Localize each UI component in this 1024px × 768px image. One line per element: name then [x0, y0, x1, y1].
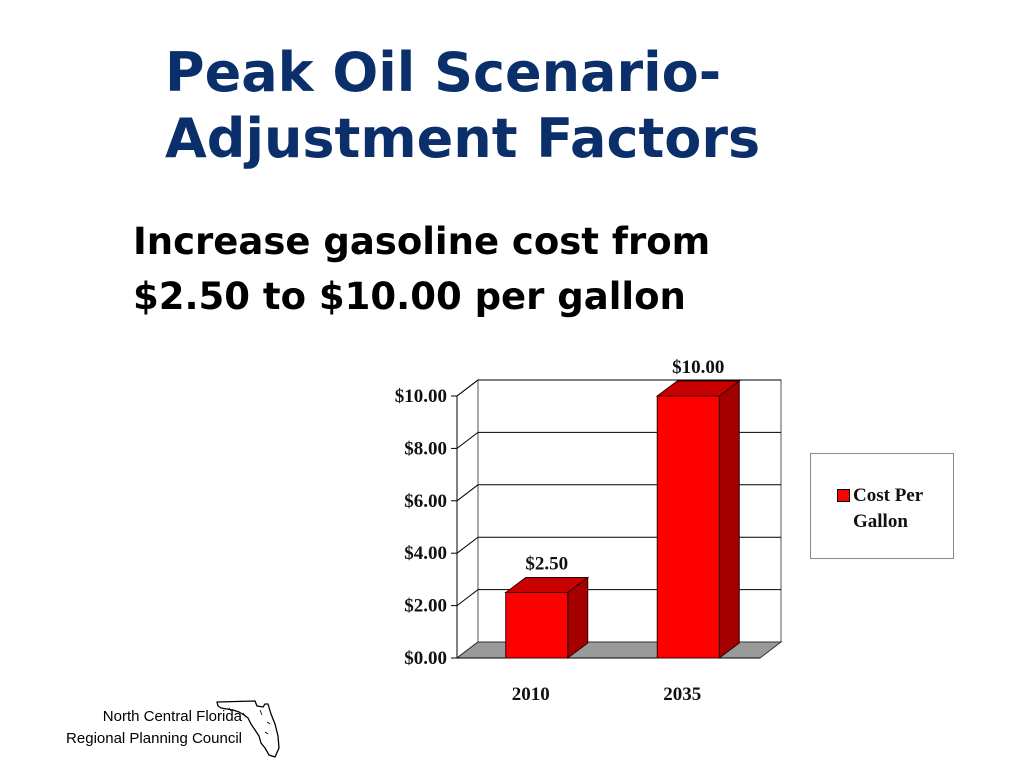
data-label: $2.50: [525, 554, 568, 575]
gridline: [456, 379, 781, 397]
slide-subtitle: Increase gasoline cost from $2.50 to $10…: [133, 214, 953, 324]
x-tick-label: 2035: [663, 684, 701, 705]
bar: [505, 592, 569, 659]
slide-title: Peak Oil Scenario- Adjustment Factors: [165, 40, 985, 172]
subtitle-line-2: $2.50 to $10.00 per gallon: [133, 275, 686, 318]
y-tick-label: $2.00: [404, 596, 447, 617]
legend-swatch: [837, 489, 850, 502]
y-tick-label: $0.00: [404, 648, 447, 669]
legend-label-line-1: Cost Per: [853, 485, 924, 506]
chart-side-wall: [456, 378, 479, 660]
y-tick-label: $8.00: [404, 438, 447, 459]
data-label: $10.00: [672, 357, 724, 378]
bar-chart: $0.00 $2.00 $4.00 $6.00 $8.00 $10.00 $2.50 2010…: [395, 357, 783, 705]
y-tick-label: $4.00: [404, 543, 447, 564]
y-tick-label: $6.00: [404, 491, 447, 512]
legend-label-line-2: Gallon: [853, 511, 908, 532]
title-line-1: Peak Oil Scenario-: [165, 41, 722, 104]
chart-legend: Cost Per Gallon: [810, 453, 954, 559]
org-line-1: North Central Florida: [102, 708, 242, 725]
legend-label: Cost Per Gallon: [853, 483, 953, 535]
y-tick-label: $10.00: [395, 386, 447, 407]
x-tick-label: 2010: [512, 684, 550, 705]
title-line-2: Adjustment Factors: [165, 107, 761, 170]
org-line-2: Regional Planning Council: [66, 730, 242, 747]
subtitle-line-1: Increase gasoline cost from: [133, 220, 711, 263]
organization-name: North Central Florida Regional Planning …: [20, 706, 242, 750]
bar: [656, 395, 720, 659]
bar-side: [718, 380, 740, 659]
florida-map-icon: [216, 700, 280, 758]
